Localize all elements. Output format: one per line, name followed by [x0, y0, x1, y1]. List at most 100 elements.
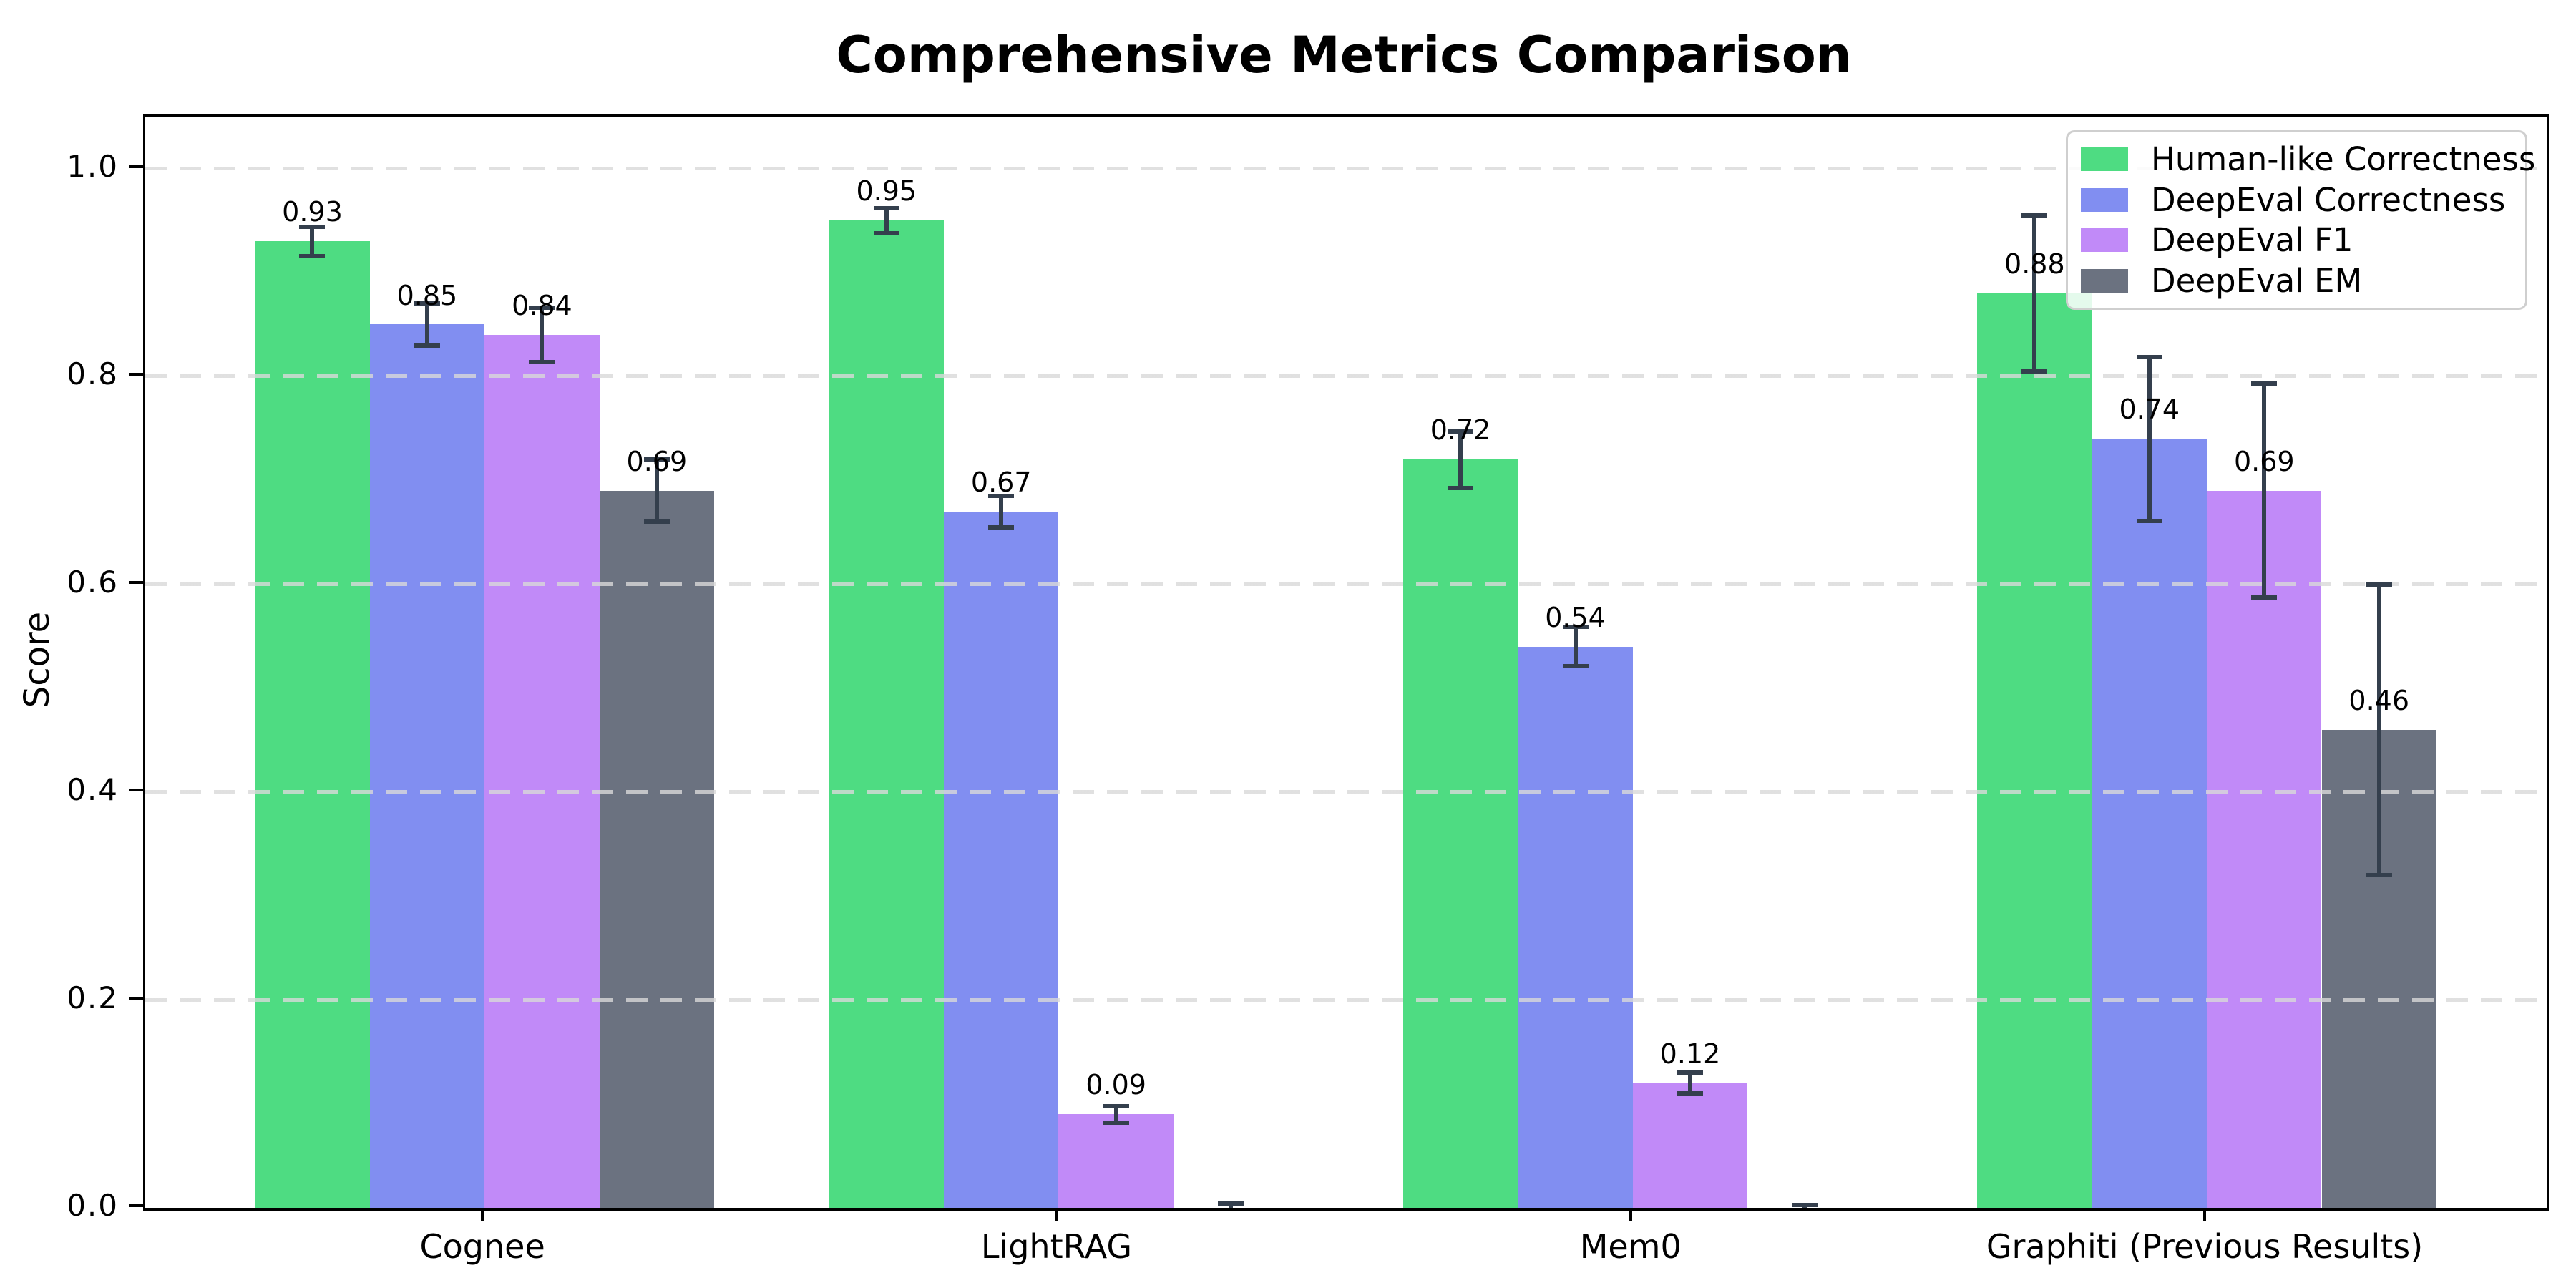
error-bar [2262, 384, 2267, 598]
x-tick [1629, 1209, 1632, 1221]
error-bar-cap-top [529, 306, 555, 311]
legend-item-label: DeepEval Correctness [2151, 180, 2506, 219]
error-bar-cap-top [1218, 1201, 1244, 1206]
y-tick [129, 789, 143, 792]
legend-item-label: DeepEval F1 [2151, 221, 2353, 260]
bar-value-label: 0.88 [2004, 248, 2065, 280]
x-tick [2203, 1209, 2207, 1221]
bar-value-label: 0.46 [2348, 685, 2410, 717]
bar-value-label: 0.12 [1659, 1038, 1721, 1070]
legend-swatch [2081, 228, 2128, 253]
error-bar [310, 226, 315, 256]
error-bar-cap-top [1448, 429, 1474, 434]
bar-value-label: 0.09 [1085, 1069, 1146, 1101]
gridline [145, 582, 2547, 586]
error-bar-cap-bottom [529, 359, 555, 364]
error-bar-cap-bottom [1562, 664, 1589, 669]
error-bar [424, 303, 429, 346]
x-tick-label: Graphiti (Previous Results) [1986, 1227, 2424, 1266]
bar [1977, 293, 2092, 1208]
bar-value-label: 0.72 [1430, 414, 1491, 447]
gridline [145, 374, 2547, 379]
x-tick-label: LightRAG [980, 1227, 1133, 1266]
bar-value-label: 0.54 [1545, 601, 1606, 633]
error-bar-cap-top [2251, 381, 2278, 386]
error-bar-cap-top [1562, 625, 1589, 630]
error-bar-cap-top [988, 494, 1015, 499]
error-bar [999, 496, 1004, 527]
legend-item: DeepEval F1 [2081, 221, 2512, 259]
error-bar-cap-top [873, 205, 899, 210]
error-bar [884, 208, 889, 233]
bar [1402, 459, 1518, 1208]
error-bar-cap-bottom [873, 230, 899, 235]
error-bar-cap-bottom [1103, 1120, 1129, 1125]
y-axis-label: Score [17, 611, 57, 708]
legend-item-label: Human-like Correctness [2151, 140, 2536, 179]
legend: Human-like Correctness DeepEval Correctne… [2066, 130, 2535, 310]
bar [255, 241, 370, 1208]
legend-swatch [2081, 268, 2128, 293]
error-bar-cap-bottom [643, 519, 670, 525]
legend-item-label: DeepEval EM [2151, 261, 2363, 300]
error-bar [2376, 584, 2381, 876]
error-bar-cap-bottom [1218, 1210, 1244, 1211]
error-bar-cap-bottom [1448, 485, 1474, 490]
error-bar-cap-bottom [2021, 369, 2048, 374]
error-bar-cap-bottom [414, 343, 440, 348]
error-bar-cap-top [1103, 1103, 1129, 1108]
y-tick-label: 0.6 [67, 564, 119, 600]
legend-item: Human-like Correctness [2081, 140, 2535, 178]
gridline [145, 790, 2547, 794]
y-tick-label: 0.0 [67, 1188, 119, 1223]
error-bar-cap-bottom [1677, 1091, 1703, 1096]
error-bar-cap-bottom [988, 525, 1015, 530]
gridline [145, 997, 2547, 1002]
gridline [145, 166, 2547, 170]
y-tick [129, 165, 143, 168]
error-bar-cap-bottom [1792, 1209, 1818, 1211]
error-bar-cap-bottom [2366, 873, 2392, 878]
error-bar-cap-top [414, 301, 440, 306]
error-bar-cap-top [2021, 213, 2048, 218]
y-tick-label: 0.2 [67, 980, 119, 1015]
bar [599, 490, 715, 1208]
bar-value-label: 0.93 [282, 196, 343, 228]
bar [829, 220, 944, 1208]
error-bar-cap-bottom [299, 253, 326, 258]
bar [2092, 439, 2207, 1208]
error-bar-cap-bottom [2251, 595, 2278, 600]
error-bar-cap-bottom [2136, 518, 2162, 523]
y-tick [129, 373, 143, 376]
error-bar [1687, 1073, 1692, 1094]
legend-swatch [2081, 187, 2128, 212]
error-bar-cap-top [643, 457, 670, 462]
error-bar-cap-top [1677, 1070, 1703, 1075]
bar [1518, 646, 1633, 1208]
bar [1632, 1083, 1748, 1208]
legend-swatch [2081, 147, 2128, 172]
error-bar-cap-top [2136, 354, 2162, 359]
x-tick [1055, 1209, 1058, 1221]
legend-item: DeepEval Correctness [2081, 181, 2512, 219]
bar-value-label: 0.69 [2233, 445, 2295, 477]
bar-value-label: 0.85 [396, 279, 458, 311]
error-bar [654, 459, 659, 522]
plot-area: 0.93 0.95 0.72 0.88 0.85 0.67 0.54 0.74 0.84 0.09… [143, 114, 2549, 1211]
bar [369, 324, 485, 1208]
x-tick [481, 1209, 484, 1221]
error-bar [1458, 431, 1463, 488]
bar [2207, 490, 2322, 1208]
bar-value-label: 0.69 [626, 445, 688, 477]
error-bar-cap-top [2366, 582, 2392, 587]
y-tick [129, 580, 143, 584]
chart-title: Comprehensive Metrics Comparison [836, 26, 1852, 84]
legend-item: DeepEval EM [2081, 262, 2512, 300]
error-bar [1113, 1106, 1118, 1123]
error-bar [540, 308, 545, 362]
bar-value-label: 0.95 [856, 175, 917, 208]
bar [484, 335, 600, 1208]
y-tick-label: 1.0 [67, 148, 119, 184]
y-tick [129, 1204, 143, 1207]
